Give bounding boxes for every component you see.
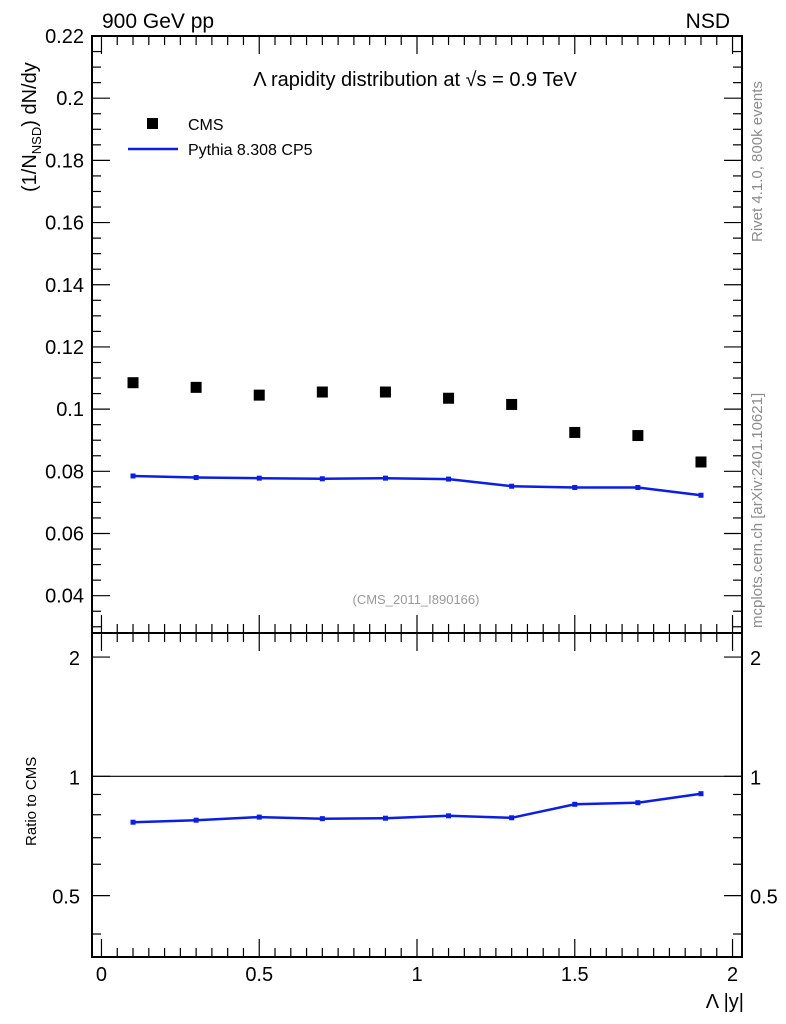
ratio-line (132, 792, 702, 824)
ratio-point (193, 817, 199, 823)
cms-point (443, 392, 455, 404)
main-y-label: (1/NNSD) dN/dy (19, 62, 44, 192)
x-tick-label: 2 (727, 964, 738, 986)
ratio-point (319, 816, 325, 822)
ratio-y-tick-label-right: 0.5 (750, 887, 778, 909)
pythia-point (256, 475, 262, 481)
main-y-tick-label: 0.14 (45, 275, 84, 297)
x-tick-label: 0.5 (245, 964, 273, 986)
cms-point (190, 381, 202, 393)
main-y-tick-label: 0.06 (45, 524, 84, 546)
main-y-tick-label: 0.1 (56, 399, 84, 421)
ratio-plot-frame (91, 632, 743, 958)
pythia-line (132, 474, 702, 497)
x-tick-label: 1 (411, 964, 422, 986)
cms-point (316, 386, 328, 398)
main-y-tick-label: 0.04 (45, 586, 84, 608)
main-y-tick-label: 0.08 (45, 461, 84, 483)
plot-title: Λ rapidity distribution at √s = 0.9 TeV (253, 69, 577, 91)
pythia-point (130, 473, 136, 479)
ratio-point (509, 815, 515, 821)
ratio-y-tick-label-right: 1 (750, 767, 761, 789)
process-label: NSD (686, 10, 730, 33)
x-axis-label: Λ |y| (706, 991, 744, 1013)
cms-point (695, 456, 707, 468)
ratio-point (256, 814, 262, 820)
main-y-axis: 0.04 0.06 0.08 0.1 0.12 0.14 0.16 0.18 0.2 0.22 (45, 26, 742, 628)
pythia-point (382, 475, 388, 481)
cms-points (127, 377, 707, 468)
beam-label: 900 GeV pp (102, 10, 214, 33)
pythia-point (698, 492, 704, 498)
mcplots-label: mcplots.cern.ch [arXiv:2401.10621] (749, 393, 766, 628)
x-tick-label: 0 (96, 964, 107, 986)
analysis-tag: (CMS_2011_I890166) (353, 592, 480, 607)
cms-point (632, 430, 644, 442)
main-y-tick-label: 0.12 (45, 337, 84, 359)
main-y-tick-label: 0.2 (56, 88, 84, 110)
ratio-y-tick-label: 1 (69, 767, 80, 789)
legend-pythia-label: Pythia 8.308 CP5 (188, 142, 313, 159)
cms-point (569, 426, 581, 438)
cms-point (127, 377, 139, 389)
cms-point (379, 386, 391, 398)
ratio-y-tick-label: 0.5 (52, 887, 80, 909)
ratio-point (130, 819, 136, 825)
ratio-x-axis: 0 0.5 1 1.5 2 (96, 633, 738, 986)
ratio-point (698, 791, 704, 797)
main-y-tick-label: 0.16 (45, 213, 84, 235)
pythia-point (193, 475, 199, 481)
pythia-point (446, 476, 452, 482)
cms-point (253, 389, 265, 401)
legend-cms-label: CMS (188, 117, 224, 134)
pythia-point (572, 484, 578, 490)
ratio-point (446, 813, 452, 819)
cms-point (506, 398, 518, 410)
main-y-tick-label: 0.18 (45, 150, 84, 172)
ratio-y-axis: 0.5 0.5 1 1 2 2 (52, 648, 778, 935)
ratio-y-tick-label-right: 2 (750, 648, 761, 670)
x-tick-label: 1.5 (561, 964, 589, 986)
pythia-points (130, 473, 704, 498)
main-x-ticks (100, 36, 734, 633)
main-y-tick-label: 0.22 (45, 26, 84, 48)
legend-cms-marker (147, 118, 158, 129)
ratio-point (382, 815, 388, 821)
ratio-point (635, 800, 641, 806)
ratio-points (130, 791, 704, 825)
pythia-point (509, 483, 515, 489)
ratio-y-label: Ratio to CMS (23, 757, 40, 846)
legend: CMS Pythia 8.308 CP5 (128, 117, 313, 159)
rivet-label: Rivet 4.1.0, 800k events (749, 81, 766, 242)
ratio-point (572, 801, 578, 807)
ratio-y-tick-label: 2 (69, 648, 80, 670)
pythia-point (635, 484, 641, 490)
pythia-point (319, 476, 325, 482)
